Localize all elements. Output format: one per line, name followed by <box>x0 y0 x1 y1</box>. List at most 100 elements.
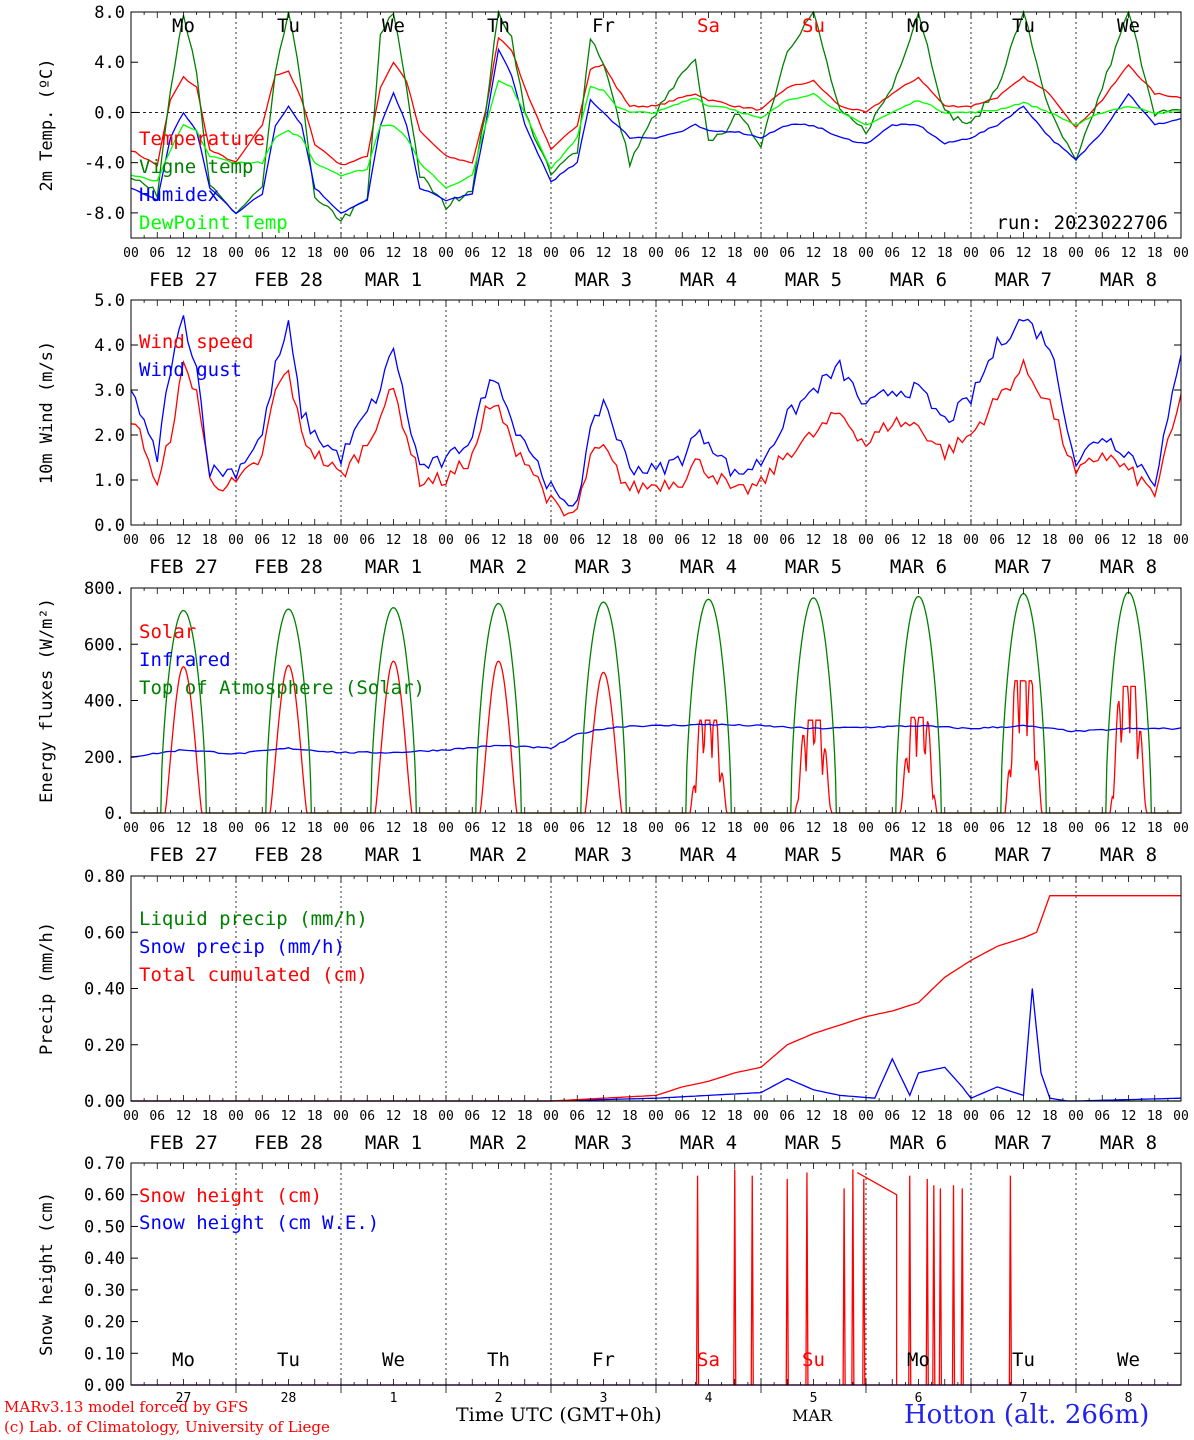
date-label: MAR 5 <box>785 844 842 866</box>
hour-tick-label: 12 <box>701 1109 717 1124</box>
hour-tick-label: 18 <box>1042 1109 1058 1124</box>
hour-tick-label: 00 <box>1173 533 1189 548</box>
date-label: MAR 1 <box>365 269 422 291</box>
hour-tick-label: 00 <box>123 246 139 261</box>
date-label: MAR 2 <box>470 1132 527 1154</box>
hour-tick-label: 00 <box>123 1109 139 1124</box>
hour-tick-label: 18 <box>727 533 743 548</box>
station-label: Hotton (alt. 266m) <box>904 1400 1150 1430</box>
date-label: FEB 27 <box>149 844 218 866</box>
hour-tick-label: 18 <box>412 1109 428 1124</box>
month-label: MAR <box>792 1406 832 1425</box>
hour-tick-label: 00 <box>858 533 874 548</box>
y-tick-label: 4.0 <box>94 53 125 73</box>
date-label: MAR 8 <box>1100 844 1157 866</box>
hour-tick-label: 12 <box>176 1109 192 1124</box>
day-of-week-label: Mo <box>172 15 195 37</box>
date-label: MAR 4 <box>680 269 737 291</box>
hour-tick-label: 00 <box>648 533 664 548</box>
date-label: MAR 8 <box>1100 269 1157 291</box>
date-label: FEB 27 <box>149 269 218 291</box>
hour-tick-label: 06 <box>149 1109 165 1124</box>
hour-tick-label: 12 <box>1016 821 1032 836</box>
hour-tick-label: 06 <box>884 821 900 836</box>
hour-tick-label: 00 <box>228 533 244 548</box>
day-of-week-label: We <box>382 15 405 37</box>
date-label: MAR 5 <box>785 269 842 291</box>
hour-tick-label: 06 <box>569 1109 585 1124</box>
hour-tick-label: 06 <box>464 533 480 548</box>
hour-tick-label: 00 <box>1068 1109 1084 1124</box>
day-of-week-label: Tu <box>1012 15 1035 37</box>
hour-tick-label: 12 <box>1016 1109 1032 1124</box>
hour-tick-label: 12 <box>1016 533 1032 548</box>
hour-tick-label: 18 <box>412 246 428 261</box>
y-tick-label: 0.0 <box>94 103 125 123</box>
hour-tick-label: 00 <box>1173 821 1189 836</box>
hour-tick-label: 18 <box>622 1109 638 1124</box>
hour-tick-label: 06 <box>884 246 900 261</box>
hour-tick-label: 18 <box>517 1109 533 1124</box>
legend-entry: Temperature <box>139 128 265 150</box>
date-label: MAR 3 <box>575 1132 632 1154</box>
day-of-week-label: Su <box>802 1349 825 1371</box>
hour-tick-label: 00 <box>333 533 349 548</box>
panel-wind: 5.0 4.0 3.0 2.0 1.0 0.0 10m Wind (m/s) Wind spe… <box>37 291 1189 578</box>
hour-tick-label: 06 <box>254 821 270 836</box>
hour-tick-label: 00 <box>438 533 454 548</box>
day-number-label: 5 <box>810 1391 818 1406</box>
hour-tick-label: 00 <box>333 1109 349 1124</box>
hour-tick-label: 00 <box>438 1109 454 1124</box>
hour-tick-label: 12 <box>491 246 507 261</box>
date-label: MAR 6 <box>890 556 947 578</box>
hour-tick-label: 18 <box>1042 821 1058 836</box>
day-of-week-label: We <box>1117 1349 1140 1371</box>
legend-entry: Total cumulated (cm) <box>139 964 368 986</box>
hour-tick-label: 00 <box>753 533 769 548</box>
date-label: MAR 8 <box>1100 1132 1157 1154</box>
date-label: MAR 7 <box>995 556 1052 578</box>
hour-tick-label: 00 <box>543 246 559 261</box>
hour-tick-label: 00 <box>123 533 139 548</box>
hour-tick-label: 18 <box>412 821 428 836</box>
date-label: MAR 4 <box>680 1132 737 1154</box>
series-line <box>130 36 1182 167</box>
date-label: MAR 4 <box>680 844 737 866</box>
hour-tick-label: 06 <box>359 533 375 548</box>
y-axis-label: 2m Temp. (ºC) <box>37 58 57 191</box>
day-number-label: 6 <box>915 1391 923 1406</box>
hour-tick-label: 18 <box>1147 246 1163 261</box>
y-tick-label: 0.50 <box>84 1217 125 1237</box>
series-line <box>130 723 1182 758</box>
y-tick-label: 0.20 <box>84 1036 125 1056</box>
hour-tick-label: 12 <box>911 821 927 836</box>
hour-tick-label: 06 <box>884 533 900 548</box>
hour-tick-label: 12 <box>1121 821 1137 836</box>
panel-snow: 0.70 0.60 0.50 0.40 0.30 0.20 0.10 0.00 Snow hei… <box>37 1154 1182 1406</box>
hour-tick-label: 00 <box>753 1109 769 1124</box>
date-label: MAR 1 <box>365 556 422 578</box>
hour-tick-label: 00 <box>648 821 664 836</box>
hour-tick-label: 18 <box>307 246 323 261</box>
hour-tick-label: 00 <box>1068 821 1084 836</box>
y-tick-label: 0.00 <box>84 1092 125 1112</box>
y-tick-label: 200. <box>84 748 125 768</box>
hour-tick-label: 18 <box>202 1109 218 1124</box>
hour-tick-label: 06 <box>779 246 795 261</box>
date-label: MAR 6 <box>890 269 947 291</box>
date-label: MAR 3 <box>575 269 632 291</box>
hour-tick-label: 06 <box>464 246 480 261</box>
hour-tick-label: 00 <box>858 821 874 836</box>
hour-tick-label: 00 <box>438 246 454 261</box>
hour-tick-label: 18 <box>832 246 848 261</box>
hour-tick-label: 06 <box>1094 246 1110 261</box>
hour-tick-label: 06 <box>149 533 165 548</box>
hour-tick-label: 12 <box>806 1109 822 1124</box>
legend-entry: Wind gust <box>139 359 242 381</box>
hour-tick-label: 18 <box>517 246 533 261</box>
hour-tick-label: 00 <box>1068 246 1084 261</box>
run-label: run: 2023022706 <box>996 212 1168 234</box>
date-label: MAR 2 <box>470 269 527 291</box>
hour-tick-label: 06 <box>464 1109 480 1124</box>
hour-tick-label: 18 <box>1042 533 1058 548</box>
